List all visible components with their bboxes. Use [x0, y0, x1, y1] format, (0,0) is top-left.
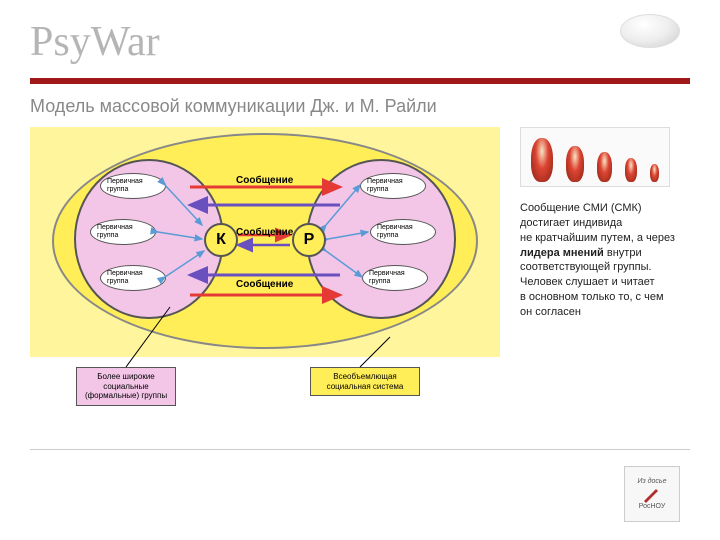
- callout-text: Более широкие социальные (формальные) гр…: [85, 372, 167, 400]
- header: PsyWar: [0, 0, 720, 74]
- badge-line2: РосНОУ: [639, 503, 666, 510]
- pen-icon: [642, 485, 662, 503]
- primary-group: Первичная группа: [90, 219, 156, 245]
- callout-wider-groups: Более широкие социальные (формальные) гр…: [76, 367, 176, 406]
- primary-group: Первичная группа: [370, 219, 436, 245]
- message-label: Сообщение: [236, 227, 293, 238]
- bottom-divider: [30, 449, 690, 450]
- side-text: Сообщение СМИ (СМК) достигает индивида н…: [520, 201, 690, 320]
- page-subtitle: Модель массовой коммуникации Дж. и М. Ра…: [0, 96, 720, 127]
- node-k: К: [204, 223, 238, 257]
- source-badge: Из досье РосНОУ: [624, 466, 680, 522]
- message-label: Сообщение: [236, 175, 293, 186]
- message-label: Сообщение: [236, 279, 293, 290]
- logo-text: PsyWar: [30, 18, 690, 66]
- riley-diagram: Первичная группа Первичная группа Первич…: [30, 127, 500, 417]
- primary-group: Первичная группа: [100, 265, 166, 291]
- right-column: Сообщение СМИ (СМК) достигает индивида н…: [520, 127, 690, 320]
- callout-encompassing-system: Всеобъемлющая социальная система: [310, 367, 420, 396]
- callout-text: Всеобъемлющая социальная система: [327, 372, 404, 391]
- primary-group: Первичная группа: [362, 265, 428, 291]
- primary-group: Первичная группа: [100, 173, 166, 199]
- red-divider: [30, 78, 690, 84]
- matryoshka-image: [520, 127, 670, 187]
- badge-line1: Из досье: [637, 478, 666, 485]
- node-r: Р: [292, 223, 326, 257]
- primary-group: Первичная группа: [360, 173, 426, 199]
- pill-decoration: [620, 14, 680, 48]
